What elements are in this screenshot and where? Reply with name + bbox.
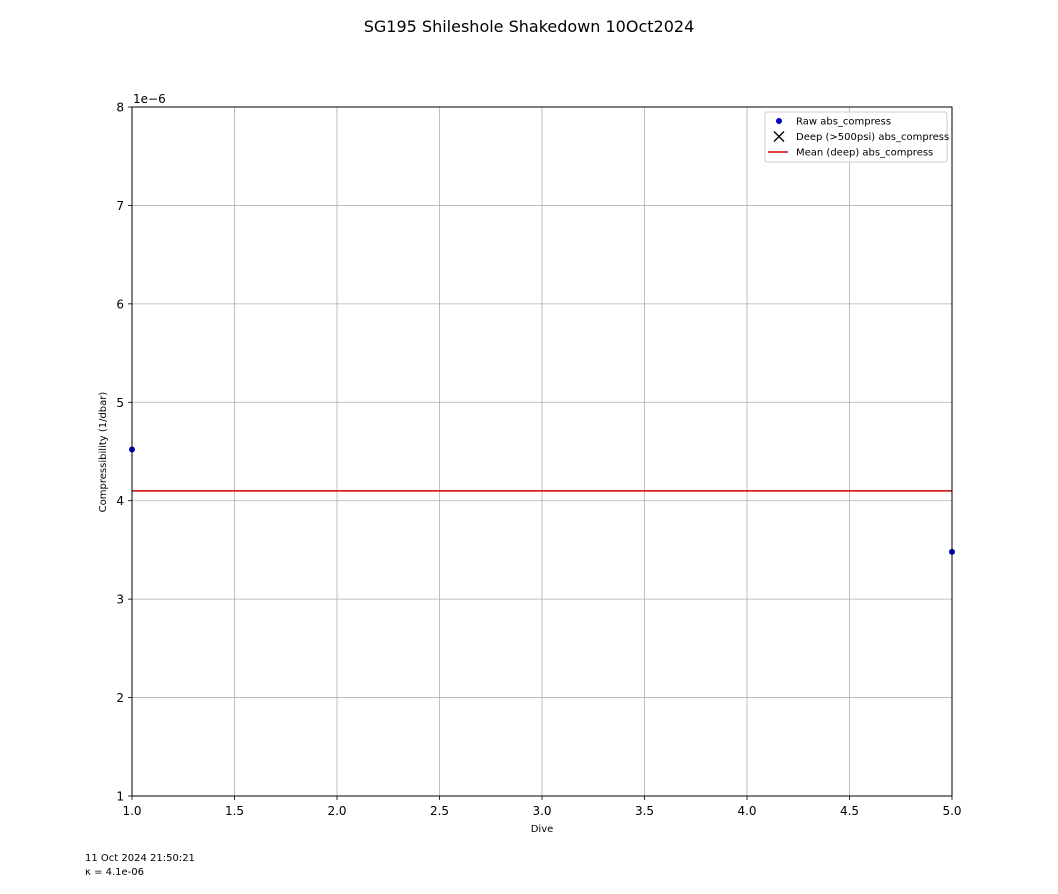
- x-tick-label: 1.5: [225, 804, 244, 818]
- chart-title: SG195 Shileshole Shakedown 10Oct2024: [364, 17, 695, 36]
- x-tick-label: 5.0: [942, 804, 961, 818]
- legend-label: Raw abs_compress: [796, 117, 891, 128]
- legend-marker-x: [773, 131, 785, 142]
- legend: Raw abs_compress Deep (>500psi) abs_compr…: [764, 111, 949, 163]
- legend-marker-dot: [776, 118, 782, 124]
- x-tick-label: 2.0: [327, 804, 346, 818]
- grid: [131, 106, 953, 797]
- x-tick-label: 2.5: [430, 804, 449, 818]
- y-axis-label: Compressibility (1/dbar): [98, 392, 109, 513]
- x-tick-label: 3.0: [532, 804, 551, 818]
- y-offset-label: 1e−6: [133, 92, 166, 106]
- y-tick-label: 2: [116, 691, 124, 705]
- x-tick-label: 4.5: [840, 804, 859, 818]
- footer-timestamp: 11 Oct 2024 21:50:21: [85, 853, 195, 864]
- y-tick-label: 8: [116, 101, 124, 115]
- legend-label: Deep (>500psi) abs_compress: [796, 132, 949, 143]
- y-tick-label: 7: [116, 199, 124, 213]
- x-axis: 1.0 1.5 2.0 2.5 3.0 3.5 4.0 4.5 5.0: [122, 796, 962, 818]
- y-tick-label: 1: [116, 790, 124, 804]
- y-tick-label: 6: [116, 297, 124, 311]
- x-tick-label: 4.0: [737, 804, 756, 818]
- x-axis-label: Dive: [531, 824, 554, 835]
- y-tick-label: 5: [116, 396, 124, 410]
- y-axis: 1 2 3 4 5 6 7 8: [116, 101, 132, 804]
- x-tick-label: 3.5: [635, 804, 654, 818]
- legend-label: Mean (deep) abs_compress: [796, 148, 933, 159]
- legend-marker-x-stroke: [773, 131, 785, 142]
- y-tick-label: 3: [116, 593, 124, 607]
- x-tick-label: 1.0: [122, 804, 141, 818]
- y-tick-label: 4: [116, 494, 124, 508]
- legend-box: [764, 111, 948, 163]
- footer-kappa: κ = 4.1e-06: [85, 867, 145, 878]
